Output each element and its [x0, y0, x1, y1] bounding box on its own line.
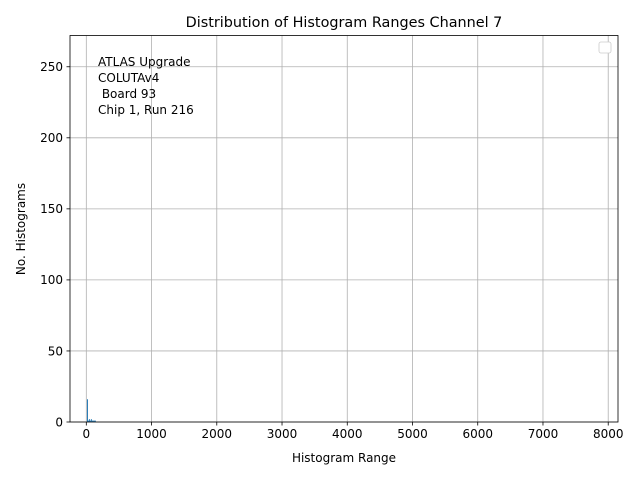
- x-tick-label: 5000: [397, 427, 428, 441]
- plot-frame: [69, 35, 619, 423]
- x-tick-label: 2000: [202, 427, 233, 441]
- x-axis-label: Histogram Range: [292, 451, 396, 465]
- x-tick-label: 3000: [267, 427, 298, 441]
- x-tick-label: 4000: [332, 427, 363, 441]
- grid-lines: [70, 35, 618, 423]
- legend-box: [598, 41, 612, 54]
- histogram-bar: [87, 420, 89, 422]
- histogram-bar: [94, 420, 96, 422]
- y-tick-label: 200: [40, 131, 63, 145]
- histogram-bar: [93, 420, 95, 422]
- y-tick-label: 150: [40, 202, 63, 216]
- run-info-annotation: ATLAS Upgrade COLUTAv4 Board 93 Chip 1, Ru…: [98, 55, 194, 117]
- y-axis-label: No. Histograms: [14, 183, 28, 275]
- x-axis-ticks: 0 1000 2000 3000 4000 5000 6000 7000 8000: [82, 422, 623, 441]
- histogram-bar: [91, 420, 93, 422]
- x-tick-label: 6000: [462, 427, 493, 441]
- annotation-line: Board 93: [98, 87, 156, 101]
- x-tick-label: 8000: [593, 427, 624, 441]
- x-tick-label: 7000: [528, 427, 559, 441]
- histogram-bar: [88, 419, 90, 422]
- histogram-bars: [86, 399, 96, 422]
- annotation-line: Chip 1, Run 216: [98, 103, 194, 117]
- y-tick-label: 50: [48, 344, 63, 358]
- x-tick-label: 0: [82, 427, 90, 441]
- chart-title: Distribution of Histogram Ranges Channel…: [186, 15, 503, 31]
- histogram-bar: [89, 420, 91, 422]
- x-tick-label: 1000: [136, 427, 167, 441]
- annotation-line: COLUTAv4: [98, 71, 159, 85]
- histogram-bar: [92, 420, 94, 422]
- y-axis-ticks: 0 50 100 150 200 250: [40, 60, 70, 429]
- y-tick-label: 250: [40, 60, 63, 74]
- histogram-bar: [90, 419, 92, 422]
- histogram-bar: [86, 399, 88, 422]
- annotation-line: ATLAS Upgrade: [98, 55, 191, 69]
- y-tick-label: 0: [55, 415, 63, 429]
- y-tick-label: 100: [40, 273, 63, 287]
